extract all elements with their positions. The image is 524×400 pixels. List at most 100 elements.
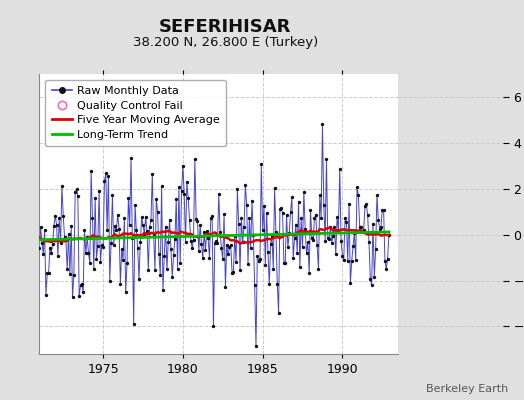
Point [169,252,178,259]
Point [39,251,48,257]
Point [206,215,215,222]
Point [120,214,128,221]
Point [204,235,212,242]
Point [201,247,210,254]
Point [64,230,73,237]
Point [369,221,377,227]
Point [317,215,325,222]
Point [357,224,365,230]
Point [189,236,198,243]
Point [95,188,103,195]
Point [124,195,133,202]
Point [377,224,385,230]
Point [88,214,96,221]
Point [301,226,309,232]
Point [35,245,43,251]
Point [208,213,216,220]
Point [177,188,185,194]
Point [374,216,383,223]
Point [253,253,261,259]
Point [236,267,244,274]
Point [366,276,375,282]
Point [107,240,115,246]
Point [188,244,196,251]
Point [370,274,378,280]
Point [341,215,350,221]
Point [108,192,117,199]
Point [59,212,68,219]
Point [79,288,88,295]
Point [231,233,239,240]
Point [96,259,105,265]
Point [172,196,180,202]
Point [216,229,224,236]
Point [184,195,192,202]
Point [372,246,380,252]
Point [359,226,368,233]
Point [276,206,284,212]
Point [362,201,370,207]
Point [90,266,98,272]
Point [305,270,313,276]
Point [129,320,138,327]
Point [344,258,352,264]
Point [318,121,326,128]
Point [379,207,388,213]
Point [350,230,358,236]
Point [265,281,274,288]
Point [245,215,254,221]
Point [40,227,49,234]
Point [346,280,355,286]
Point [66,271,74,277]
Point [338,252,346,259]
Point [250,282,259,289]
Point [261,262,269,268]
Point [335,166,344,172]
Point [85,260,94,266]
Point [194,247,203,254]
Point [330,224,339,230]
Point [229,269,237,276]
Point [71,188,79,195]
Point [340,257,348,263]
Point [224,251,232,258]
Point [321,238,329,244]
Point [384,256,392,262]
Point [196,222,204,228]
Point [294,199,303,205]
Point [180,190,189,197]
Point [205,254,214,261]
Point [47,250,56,256]
Point [273,280,281,287]
Point [212,238,220,244]
Point [353,184,361,190]
Point [171,236,179,242]
Point [352,256,360,263]
Point [309,237,318,243]
Point [355,224,364,230]
Point [246,245,255,251]
Point [161,224,170,230]
Point [167,246,175,252]
Point [345,201,353,207]
Point [220,211,228,218]
Point [58,183,66,190]
Point [329,233,337,240]
Point [238,238,247,245]
Point [225,244,234,251]
Point [252,342,260,349]
Point [163,266,171,273]
Point [140,230,148,237]
Point [99,244,107,250]
Point [185,217,194,223]
Point [278,210,287,216]
Point [334,226,343,233]
Point [91,195,100,201]
Point [310,215,319,221]
Point [62,237,70,244]
Point [51,212,59,219]
Point [94,243,102,249]
Point [70,272,78,278]
Point [211,240,219,246]
Point [42,292,50,298]
